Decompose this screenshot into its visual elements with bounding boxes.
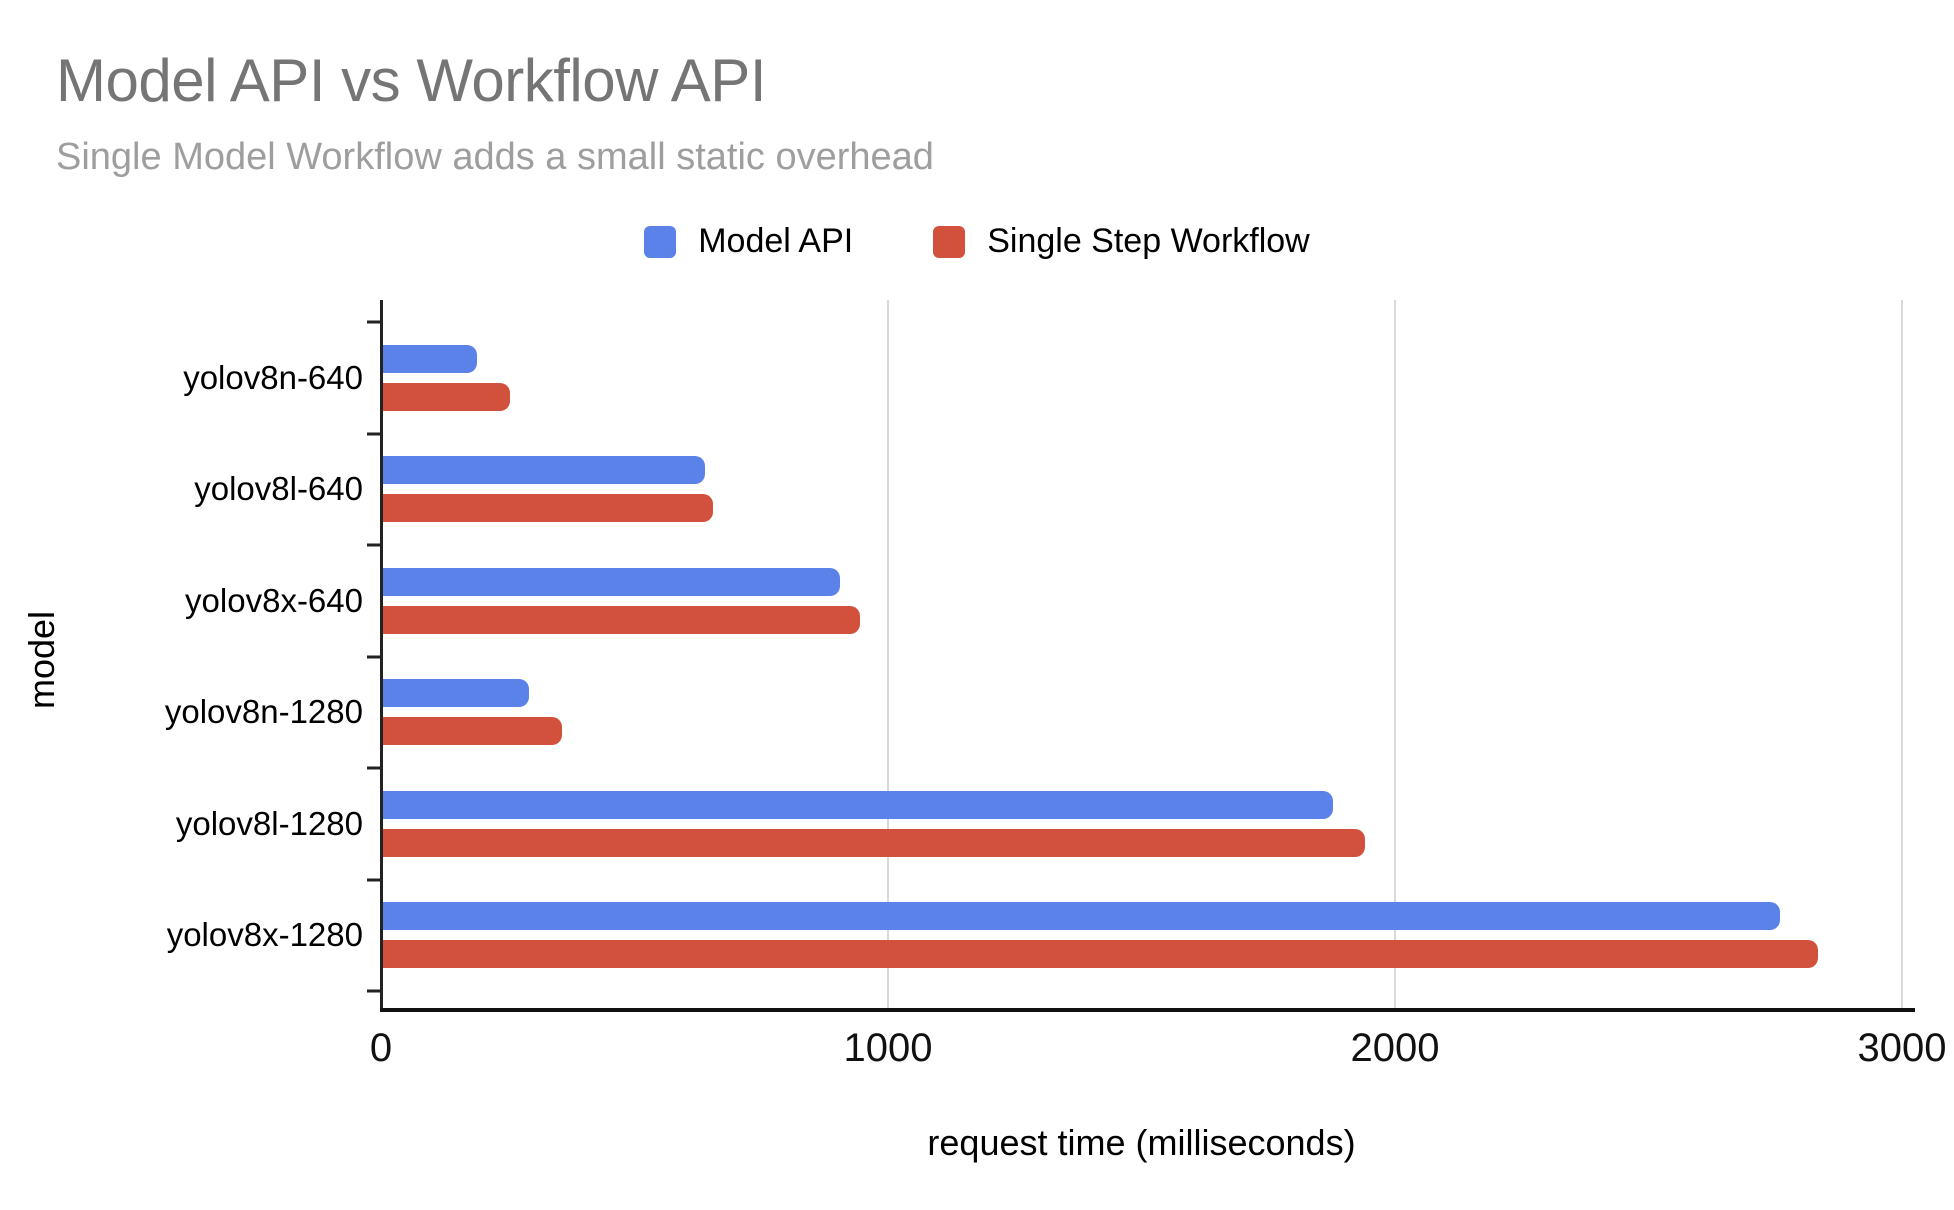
legend-label-model-api: Model API	[698, 222, 854, 260]
category-label-yolov8l-640: yolov8l-640	[194, 470, 363, 508]
y-axis-tick	[367, 432, 381, 435]
bar-model-api-yolov8x-1280	[381, 902, 1781, 931]
bar-single-step-workflow-yolov8l-1280	[381, 828, 1365, 857]
chart-title: Model API vs Workflow API	[56, 47, 767, 114]
x-axis-tick-labels: 0 1000 2000 3000	[370, 1026, 1947, 1076]
x-tick-label-0: 0	[369, 1026, 393, 1070]
x-tick-label-3000: 3000	[1857, 1026, 1947, 1070]
legend: Model API Single Step Workflow	[0, 222, 1954, 261]
bar-single-step-workflow-yolov8n-1280	[381, 717, 562, 746]
category-label-yolov8l-1280: yolov8l-1280	[175, 804, 363, 842]
category-row-yolov8x-1280: yolov8x-1280	[167, 880, 1902, 992]
x-axis-line	[380, 1008, 1915, 1012]
gridline-3000	[1901, 300, 1903, 1010]
plot-area: yolov8n-640 yolov8l-640 yolov8x-640 yolov8n…	[165, 300, 1915, 1012]
chart-subtitle: Single Model Workflow adds a small stati…	[56, 136, 934, 178]
legend-item-single-step-workflow: Single Step Workflow	[933, 222, 1310, 261]
bar-single-step-workflow-yolov8l-640	[381, 494, 714, 523]
category-row-yolov8l-1280: yolov8l-1280	[176, 768, 1902, 880]
category-row-yolov8x-640: yolov8x-640	[185, 545, 1902, 657]
category-row-yolov8l-640: yolov8l-640	[194, 434, 1902, 546]
bar-model-api-yolov8n-640	[381, 344, 478, 373]
gridline-1000	[887, 300, 889, 1010]
y-axis-tick	[367, 543, 381, 547]
y-axis-tick	[367, 320, 381, 324]
category-label-yolov8n-640: yolov8n-640	[183, 358, 363, 396]
y-axis-tick	[367, 655, 381, 658]
y-axis-line	[380, 300, 383, 1010]
category-label-yolov8n-1280: yolov8n-1280	[164, 693, 363, 731]
x-axis-title: request time (milliseconds)	[927, 1122, 1356, 1163]
legend-swatch-single-step-workflow	[933, 225, 966, 258]
bar-model-api-yolov8l-1280	[381, 790, 1334, 819]
bar-single-step-workflow-yolov8n-640	[381, 382, 511, 411]
legend-label-single-step-workflow: Single Step Workflow	[987, 222, 1310, 260]
y-axis-tick	[367, 878, 381, 881]
category-row-yolov8n-640: yolov8n-640	[183, 322, 1902, 434]
x-tick-label-1000: 1000	[843, 1026, 933, 1070]
bar-single-step-workflow-yolov8x-1280	[381, 940, 1819, 969]
bar-model-api-yolov8n-1280	[381, 679, 530, 708]
category-row-yolov8n-1280: yolov8n-1280	[165, 657, 1902, 769]
y-axis-tick	[367, 766, 381, 770]
y-axis-tick	[367, 989, 381, 993]
category-label-yolov8x-1280: yolov8x-1280	[166, 916, 363, 954]
bar-rows: yolov8n-640 yolov8l-640 yolov8x-640 yolov8n…	[165, 322, 1902, 992]
x-tick-label-2000: 2000	[1350, 1026, 1440, 1070]
legend-swatch-model-api	[644, 225, 677, 258]
bar-single-step-workflow-yolov8x-640	[381, 605, 861, 634]
legend-item-model-api: Model API	[644, 222, 853, 261]
gridline-2000	[1394, 300, 1396, 1010]
y-axis-title: model	[21, 610, 62, 710]
bar-model-api-yolov8l-640	[381, 456, 706, 485]
bar-model-api-yolov8x-640	[381, 567, 840, 596]
category-label-yolov8x-640: yolov8x-640	[185, 581, 363, 619]
